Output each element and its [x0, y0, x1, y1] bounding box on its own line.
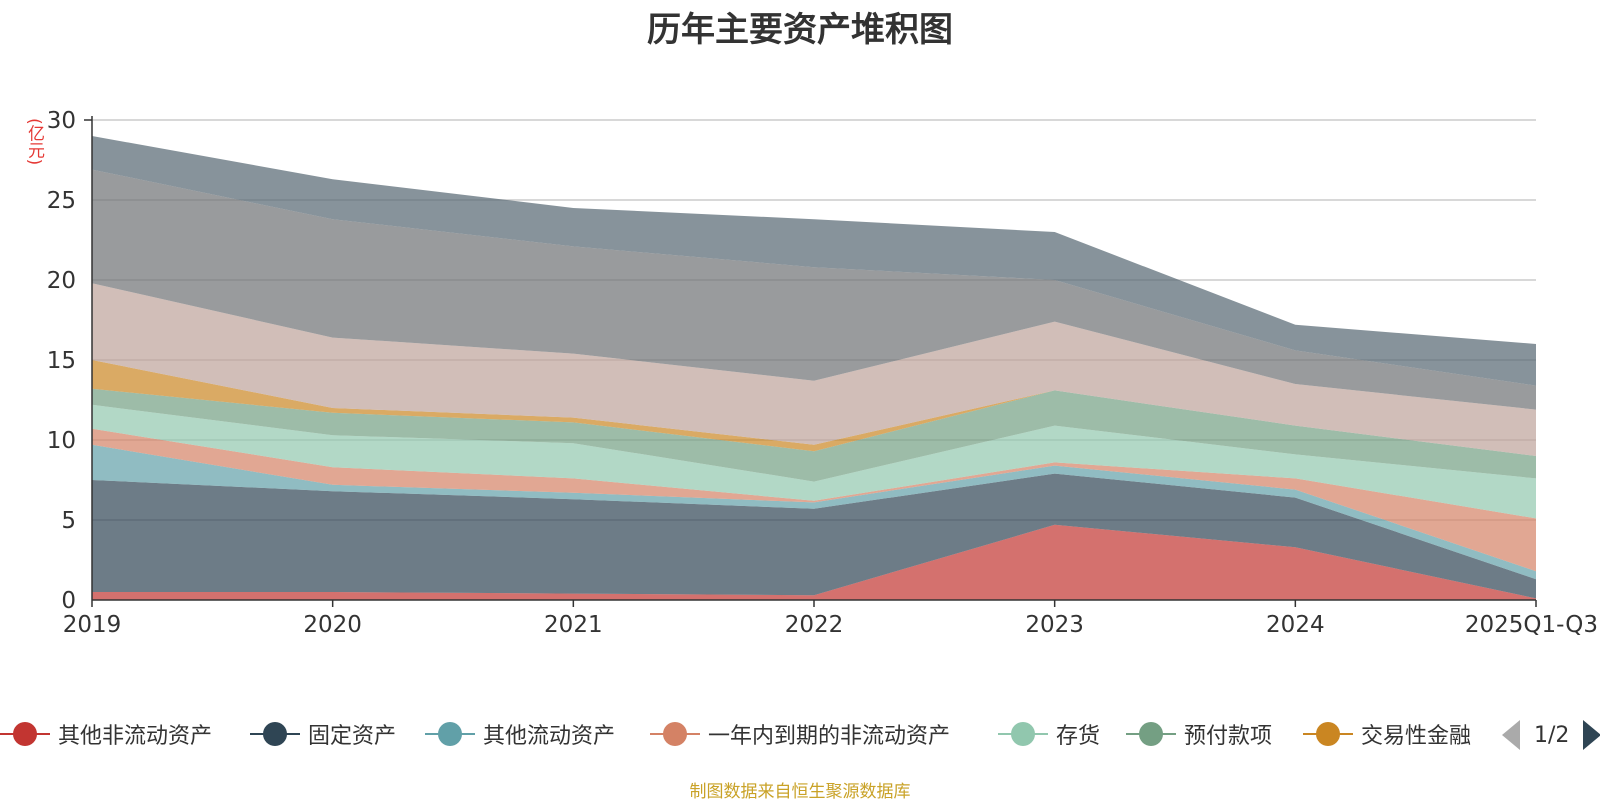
area-series-9[interactable] [92, 169, 1536, 410]
legend-label: 交易性金融 [1361, 724, 1472, 749]
legend-label: 固定资产 [308, 724, 397, 749]
legend-item[interactable]: 其他非流动资产 [0, 716, 212, 752]
y-tick-label: 15 [47, 348, 76, 374]
y-tick-label: 10 [47, 428, 76, 454]
area-series-6[interactable] [92, 388, 1536, 482]
y-tick-label: 5 [61, 508, 76, 534]
x-tick-label: 2020 [303, 612, 362, 638]
y-tick-label: 30 [47, 108, 76, 134]
area-series-8[interactable] [92, 283, 1536, 456]
legend-item[interactable]: 交易性金融 [1303, 716, 1471, 752]
legend-label: 其他非流动资产 [58, 724, 213, 749]
legend-prev-page-icon[interactable] [1502, 720, 1520, 750]
y-axis-unit-label: (亿元) [24, 118, 44, 166]
stacked-area-chart: 0 5 10 15 20 25 30 2019 2020 2021 2022 2023 2024 2025… [47, 108, 1598, 638]
source-note: 制图数据来自恒生聚源数据库 [689, 782, 911, 802]
legend-label: 预付款项 [1184, 724, 1273, 749]
legend-next-page-icon[interactable] [1583, 720, 1600, 750]
x-tick-label: 2019 [63, 612, 122, 638]
y-tick-label: 25 [47, 188, 76, 214]
legend-label: 其他流动资产 [483, 724, 616, 749]
area-series-3[interactable] [92, 444, 1536, 580]
legend-pager: 1/2 [1502, 718, 1600, 752]
legend-item[interactable]: 其他流动资产 [425, 716, 615, 752]
chart-title: 历年主要资产堆积图 [647, 10, 953, 50]
legend-marker-icon [1303, 721, 1353, 747]
axes: 0 5 10 15 20 25 30 2019 2020 2021 2022 2023 2024 2025… [47, 108, 1598, 638]
legend-label: 存货 [1056, 724, 1101, 749]
x-tick-label: 2024 [1266, 612, 1325, 638]
area-series-5[interactable] [92, 404, 1536, 519]
legend: 其他非流动资产 固定资产 其他流动资产 一年内到期的非流动资产 存货 预付款项 交易性金融 [0, 716, 1600, 752]
legend-marker-icon [0, 721, 50, 747]
x-tick-label: 2021 [544, 612, 603, 638]
x-tick-label: 2022 [785, 612, 844, 638]
x-tick-label: 2023 [1025, 612, 1084, 638]
area-series-10[interactable] [92, 136, 1536, 386]
legend-item[interactable]: 一年内到期的非流动资产 [650, 716, 950, 752]
legend-marker-icon [998, 721, 1048, 747]
legend-marker-icon [1126, 721, 1176, 747]
legend-marker-icon [425, 721, 475, 747]
legend-marker-icon [650, 721, 700, 747]
x-tick-label: 2025Q1-Q3 [1465, 612, 1598, 638]
legend-page-indicator: 1/2 [1534, 722, 1570, 748]
legend-label: 一年内到期的非流动资产 [708, 724, 951, 749]
area-series-1[interactable] [92, 524, 1536, 600]
y-tick-label: 20 [47, 268, 76, 294]
area-series-2[interactable] [92, 473, 1536, 599]
area-series-layer [92, 136, 1536, 600]
legend-item[interactable]: 固定资产 [250, 716, 396, 752]
legend-item[interactable]: 预付款项 [1126, 716, 1272, 752]
y-tick-label: 0 [61, 588, 76, 614]
legend-marker-icon [250, 721, 300, 747]
legend-item[interactable]: 存货 [998, 716, 1100, 752]
